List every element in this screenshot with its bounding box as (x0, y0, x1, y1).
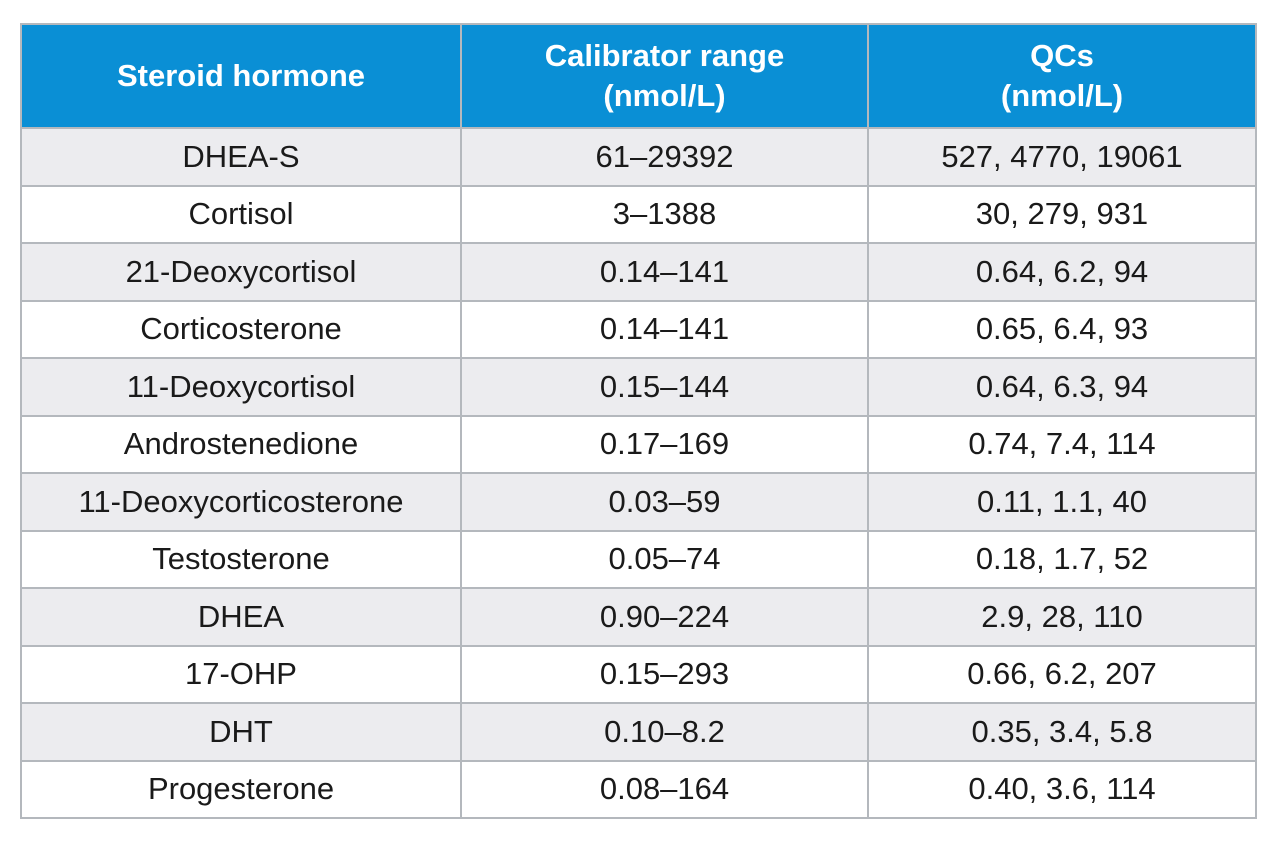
table-row: Androstenedione 0.17–169 0.74, 7.4, 114 (20, 414, 1257, 474)
cell-hormone: DHEA (20, 587, 462, 647)
cell-hormone: Testosterone (20, 529, 462, 589)
cell-qcs: 527, 4770, 19061 (867, 127, 1257, 187)
cell-qcs: 0.64, 6.2, 94 (867, 242, 1257, 302)
cell-qcs: 0.11, 1.1, 40 (867, 472, 1257, 532)
cell-hormone: Progesterone (20, 759, 462, 819)
table-row: Testosterone 0.05–74 0.18, 1.7, 52 (20, 529, 1257, 589)
header-unit: (nmol/L) (603, 78, 726, 113)
header-unit: (nmol/L) (1000, 78, 1124, 113)
cell-hormone: Corticosterone (20, 299, 462, 359)
cell-hormone: Cortisol (20, 184, 462, 244)
cell-hormone: DHEA-S (20, 127, 462, 187)
table-row: Cortisol 3–1388 30, 279, 931 (20, 184, 1257, 244)
cell-qcs: 0.18, 1.7, 52 (867, 529, 1257, 589)
header-label: Steroid hormone (116, 58, 365, 93)
cell-qcs: 0.64, 6.3, 94 (867, 357, 1257, 417)
table-row: 11-Deoxycortisol 0.15–144 0.64, 6.3, 94 (20, 357, 1257, 417)
cell-calibrator-range: 3–1388 (460, 184, 869, 244)
table-row: DHT 0.10–8.2 0.35, 3.4, 5.8 (20, 702, 1257, 762)
header-qcs: QCs (nmol/L) (867, 23, 1257, 129)
table-row: Progesterone 0.08–164 0.40, 3.6, 114 (20, 759, 1257, 819)
cell-calibrator-range: 61–29392 (460, 127, 869, 187)
steroid-table-container: Steroid hormone Calibrator range (nmol/L… (20, 23, 1257, 819)
cell-hormone: Androstenedione (20, 414, 462, 474)
cell-qcs: 2.9, 28, 110 (867, 587, 1257, 647)
cell-calibrator-range: 0.14–141 (460, 242, 869, 302)
cell-qcs: 0.65, 6.4, 93 (867, 299, 1257, 359)
header-steroid-hormone: Steroid hormone (20, 23, 462, 129)
cell-calibrator-range: 0.15–293 (460, 644, 869, 704)
cell-qcs: 0.66, 6.2, 207 (867, 644, 1257, 704)
cell-calibrator-range: 0.05–74 (460, 529, 869, 589)
cell-hormone: DHT (20, 702, 462, 762)
table-row: Corticosterone 0.14–141 0.65, 6.4, 93 (20, 299, 1257, 359)
cell-qcs: 0.40, 3.6, 114 (867, 759, 1257, 819)
table-row: 11-Deoxycorticosterone 0.03–59 0.11, 1.1, … (20, 472, 1257, 532)
table-row: 17-OHP 0.15–293 0.66, 6.2, 207 (20, 644, 1257, 704)
cell-calibrator-range: 0.14–141 (460, 299, 869, 359)
cell-calibrator-range: 0.90–224 (460, 587, 869, 647)
cell-calibrator-range: 0.10–8.2 (460, 702, 869, 762)
cell-qcs: 30, 279, 931 (867, 184, 1257, 244)
table-row: DHEA 0.90–224 2.9, 28, 110 (20, 587, 1257, 647)
cell-qcs: 0.35, 3.4, 5.8 (867, 702, 1257, 762)
cell-calibrator-range: 0.17–169 (460, 414, 869, 474)
cell-calibrator-range: 0.03–59 (460, 472, 869, 532)
header-label: QCs (1030, 38, 1094, 73)
header-label: Calibrator range (544, 38, 785, 73)
cell-qcs: 0.74, 7.4, 114 (867, 414, 1257, 474)
cell-calibrator-range: 0.15–144 (460, 357, 869, 417)
table-body: DHEA-S 61–29392 527, 4770, 19061 Cortisol 3–… (20, 127, 1257, 819)
table-header: Steroid hormone Calibrator range (nmol/L… (20, 23, 1257, 129)
table-row: DHEA-S 61–29392 527, 4770, 19061 (20, 127, 1257, 187)
table-row: 21-Deoxycortisol 0.14–141 0.64, 6.2, 94 (20, 242, 1257, 302)
cell-hormone: 21-Deoxycortisol (20, 242, 462, 302)
cell-calibrator-range: 0.08–164 (460, 759, 869, 819)
header-calibrator-range: Calibrator range (nmol/L) (460, 23, 869, 129)
cell-hormone: 11-Deoxycortisol (20, 357, 462, 417)
header-row: Steroid hormone Calibrator range (nmol/L… (20, 23, 1257, 129)
cell-hormone: 11-Deoxycorticosterone (20, 472, 462, 532)
cell-hormone: 17-OHP (20, 644, 462, 704)
steroid-hormone-table: Steroid hormone Calibrator range (nmol/L… (20, 23, 1257, 819)
